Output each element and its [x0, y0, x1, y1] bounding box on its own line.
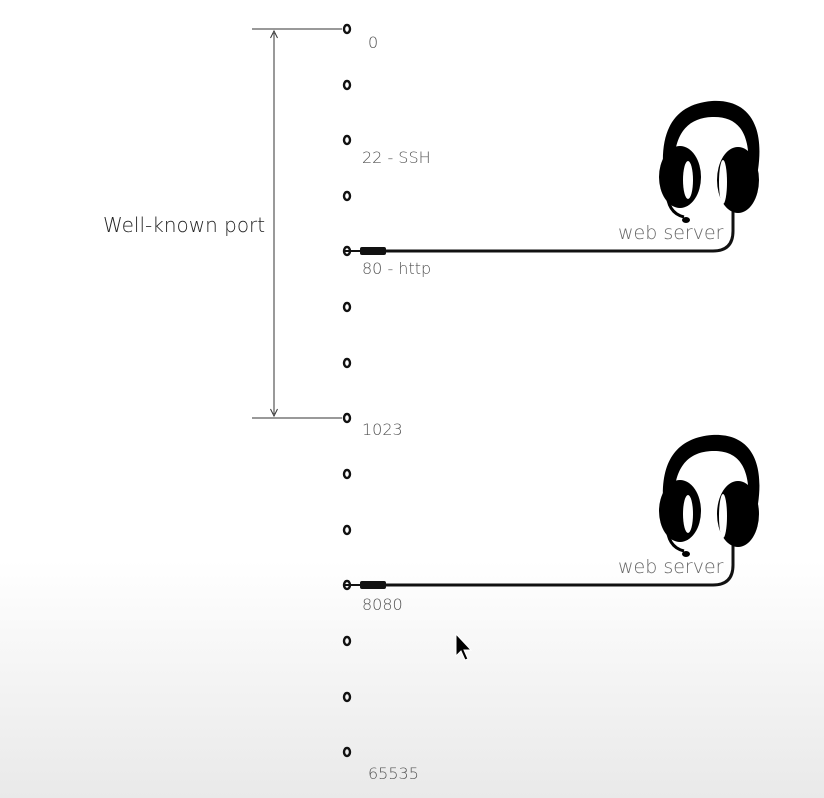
- server-label-1: web server: [618, 222, 724, 244]
- port-label-8080: 8080: [362, 595, 403, 614]
- server-label-2: web server: [618, 556, 724, 578]
- port-hole: [342, 635, 352, 647]
- port-hole: [342, 357, 352, 369]
- port-label-1023: 1023: [362, 420, 403, 439]
- cable-port-8080: [344, 544, 735, 589]
- port-hole: [342, 23, 352, 35]
- port-hole: [342, 412, 352, 424]
- port-hole: [342, 468, 352, 480]
- cable-line-8080: [386, 544, 735, 587]
- port-hole: [342, 79, 352, 91]
- plug-port-8080: [360, 581, 386, 589]
- port-hole: [342, 691, 352, 703]
- cable-port-80: [344, 210, 735, 255]
- cursor-icon: [455, 632, 473, 661]
- headphones-icon: [659, 434, 760, 557]
- port-hole: [342, 746, 352, 758]
- plug-port-80: [360, 247, 386, 255]
- range-bracket: [252, 28, 342, 419]
- port-hole: [342, 524, 352, 536]
- port-hole: [342, 134, 352, 146]
- headphones-icon: [659, 100, 760, 223]
- port-hole: [342, 190, 352, 202]
- range-label: Well-known port: [103, 213, 266, 237]
- cable-line-80: [386, 210, 735, 253]
- port-label-0: 0: [368, 33, 379, 52]
- port-holes: [342, 23, 352, 758]
- port-label-22: 22 - SSH: [362, 148, 431, 167]
- port-label-65535: 65535: [368, 764, 419, 783]
- port-hole: [342, 301, 352, 313]
- port-label-80: 80 - http: [362, 259, 432, 278]
